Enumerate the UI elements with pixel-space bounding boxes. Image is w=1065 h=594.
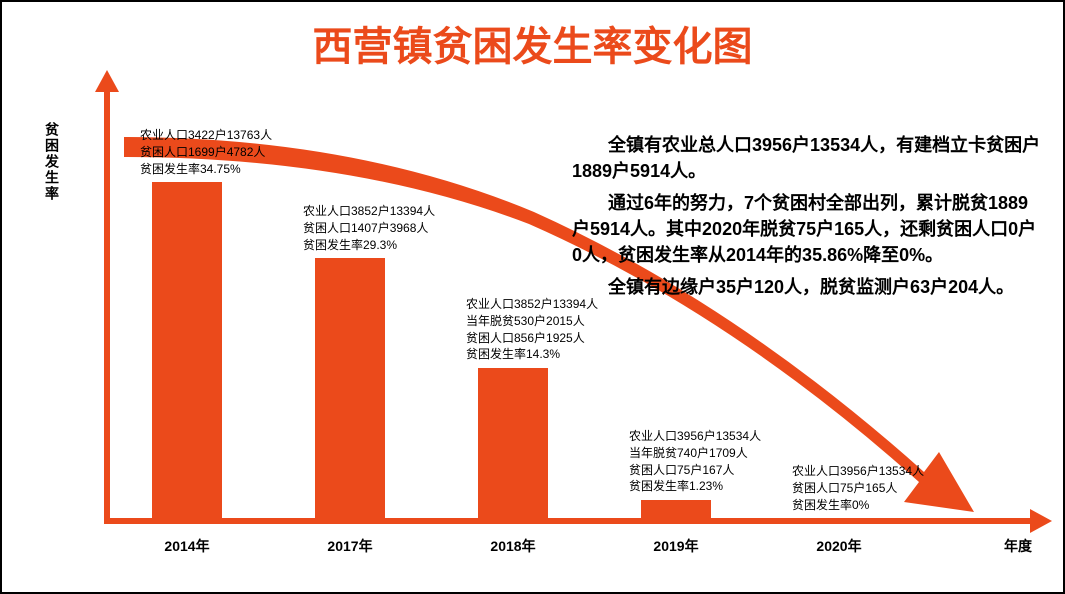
data-label-3: 农业人口3956户13534人当年脱贫740户1709人贫困人口75户167人贫… <box>629 428 761 495</box>
x-axis-label: 年度 <box>1004 536 1032 556</box>
bar-3 <box>641 500 711 518</box>
year-label-4: 2020年 <box>816 536 861 556</box>
side-text-p1: 全镇有农业总人口3956户13534人，有建档立卡贫困户1889户5914人。 <box>572 132 1042 184</box>
bar-0 <box>152 182 222 518</box>
side-text: 全镇有农业总人口3956户13534人，有建档立卡贫困户1889户5914人。 … <box>572 132 1042 307</box>
year-label-1: 2017年 <box>327 536 372 556</box>
data-label-0: 农业人口3422户13763人贫困人口1699户4782人贫困发生率34.75% <box>140 127 272 177</box>
data-label-1: 农业人口3852户13394人贫困人口1407户3968人贫困发生率29.3% <box>303 203 435 253</box>
data-label-4: 农业人口3956户13534人贫困人口75户165人贫困发生率0% <box>792 463 924 513</box>
year-label-0: 2014年 <box>164 536 209 556</box>
bar-2 <box>478 368 548 518</box>
y-axis-label: 贫困发生率 <box>42 122 62 202</box>
chart-title: 西营镇贫困发生率变化图 <box>2 14 1063 72</box>
year-label-3: 2019年 <box>653 536 698 556</box>
chart-area: 贫困发生率 年度 2014年 农业人口3422户13763人贫困人口1699户47… <box>42 82 1042 562</box>
bar-1 <box>315 258 385 518</box>
year-label-2: 2018年 <box>490 536 535 556</box>
side-text-p3: 全镇有边缘户35户120人，脱贫监测户63户204人。 <box>572 274 1042 300</box>
side-text-p2: 通过6年的努力，7个贫困村全部出列，累计脱贫1889户5914人。其中2020年… <box>572 190 1042 268</box>
